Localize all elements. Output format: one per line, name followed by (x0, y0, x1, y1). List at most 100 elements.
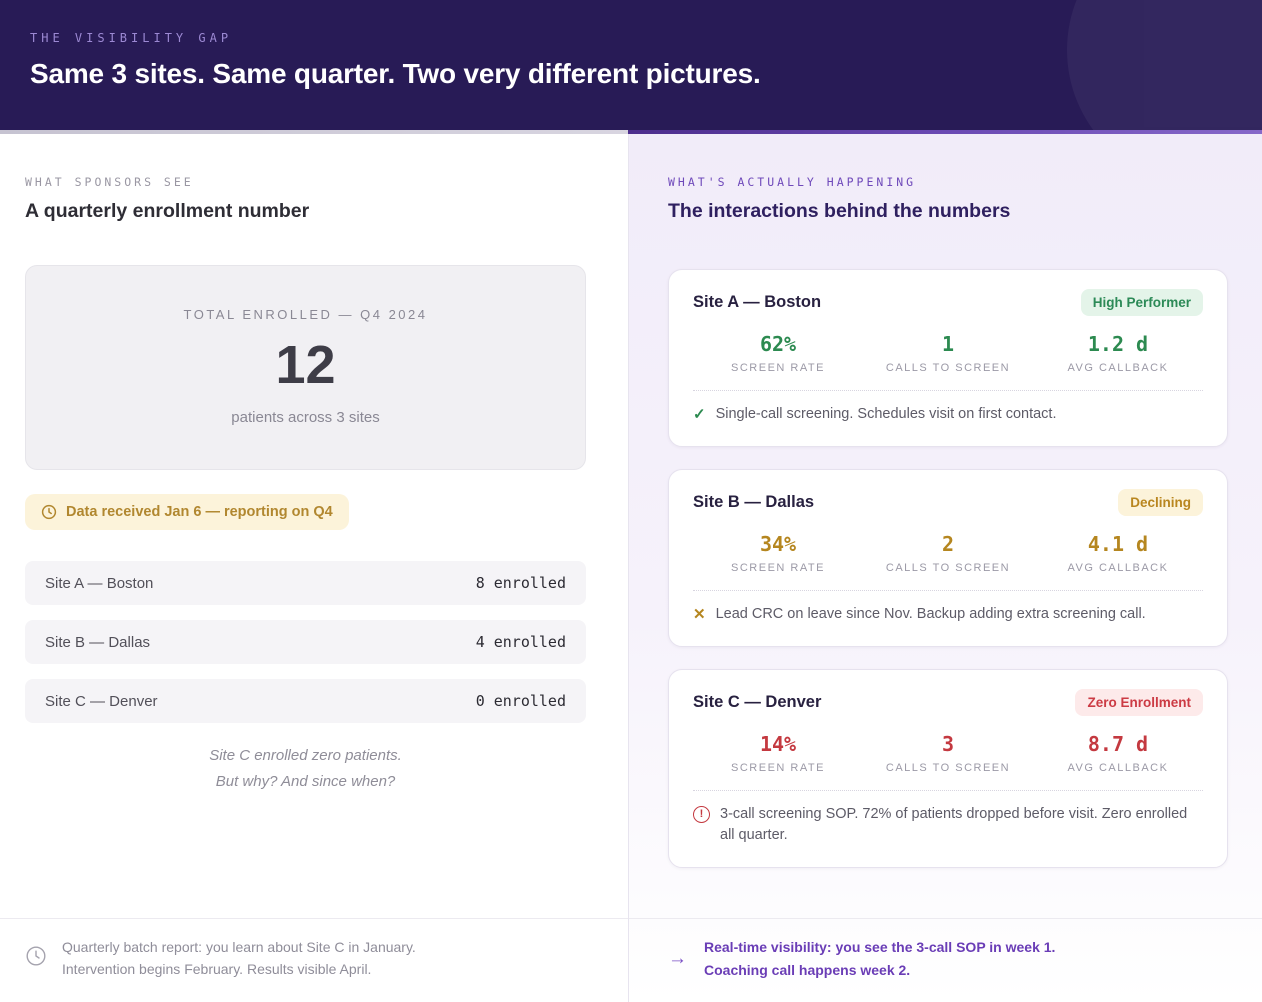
total-enrolled-sublabel: patients across 3 sites (231, 409, 380, 426)
sponsors-title: A quarterly enrollment number (25, 200, 310, 222)
site-name: Site A — Boston (45, 574, 154, 592)
stat-value: 34% (759, 531, 797, 556)
site-enrolled-count: 8 enrolled (475, 574, 566, 592)
zero-enrollment-question: Site C enrolled zero patients. But why? … (25, 743, 586, 794)
stat-calls-to-screen: 3 CALLS TO SCREEN (863, 732, 1033, 774)
card-site-name: Site C — Denver (693, 692, 822, 711)
enrollment-row-site-a: Site A — Boston 8 enrolled (25, 561, 586, 605)
stat-avg-callback: 8.7 d AVG CALLBACK (1033, 732, 1203, 774)
site-card-denver: Site C — Denver Zero Enrollment 14% SCRE… (668, 668, 1228, 868)
card-note: ! 3-call screening SOP. 72% of patients … (693, 804, 1203, 848)
stat-calls-to-screen: 2 CALLS TO SCREEN (863, 532, 1033, 574)
stat-screen-rate: 34% SCREEN RATE (693, 532, 863, 574)
clock-icon (41, 504, 57, 520)
dotted-divider (693, 589, 1203, 591)
enrollment-row-site-b: Site B — Dallas 4 enrolled (25, 620, 586, 664)
stat-label: SCREEN RATE (731, 761, 825, 774)
dotted-divider (693, 390, 1203, 391)
stat-value: 62% (759, 332, 797, 356)
card-header: Site B — Dallas Declining (693, 488, 1203, 516)
sponsors-eyebrow: WHAT SPONSORS SEE (25, 175, 194, 189)
reality-footer-text: Real-time visibility: you see the 3-call… (704, 936, 1055, 981)
site-card-boston: Site A — Boston High Performer 62% SCREE… (668, 269, 1228, 447)
status-badge: Declining (1118, 488, 1203, 516)
sponsors-footer-line-1: Quarterly batch report: you learn about … (62, 938, 416, 955)
stat-value: 2 (941, 531, 955, 556)
accent-bar-right (628, 130, 1262, 134)
reality-footer-line-1: Real-time visibility: you see the 3-call… (704, 939, 1056, 956)
accent-bar (0, 130, 1262, 134)
sponsors-panel-body: WHAT SPONSORS SEE A quarterly enrollment… (0, 134, 628, 918)
accent-bar-left (0, 130, 628, 134)
site-name: Site B — Dallas (45, 633, 151, 651)
card-stats: 34% SCREEN RATE 2 CALLS TO SCREEN 4.1 d … (693, 532, 1203, 574)
comparison-columns: WHAT SPONSORS SEE A quarterly enrollment… (0, 134, 1262, 1002)
site-name: Site C — Denver (45, 692, 158, 710)
stat-value: 8.7 d (1087, 731, 1149, 756)
sponsors-footer-line-2: Intervention begins February. Results vi… (62, 960, 372, 977)
card-header: Site A — Boston High Performer (693, 289, 1203, 316)
stat-avg-callback: 4.1 d AVG CALLBACK (1033, 532, 1203, 574)
reality-eyebrow: WHAT'S ACTUALLY HAPPENING (668, 175, 917, 189)
enrollment-list: Site A — Boston 8 enrolled Site B — Dall… (25, 561, 586, 723)
stat-calls-to-screen: 1 CALLS TO SCREEN (863, 332, 1033, 374)
stat-value: 3 (941, 731, 955, 756)
clock-icon (25, 945, 47, 972)
question-line-1: Site C enrolled zero patients. (209, 747, 402, 764)
reality-footer: → Real-time visibility: you see the 3-ca… (629, 918, 1262, 1002)
header-decoration-circle (1067, 0, 1262, 130)
stat-label: SCREEN RATE (731, 561, 825, 574)
stat-label: AVG CALLBACK (1067, 561, 1169, 574)
stat-avg-callback: 1.2 d AVG CALLBACK (1033, 332, 1203, 374)
sponsors-footer-text: Quarterly batch report: you learn about … (62, 937, 416, 980)
stat-screen-rate: 14% SCREEN RATE (693, 732, 863, 774)
site-enrolled-count: 4 enrolled (475, 633, 566, 651)
card-site-name: Site A — Boston (693, 293, 822, 311)
stat-screen-rate: 62% SCREEN RATE (693, 332, 863, 374)
stat-label: SCREEN RATE (731, 362, 825, 374)
total-enrolled-card: TOTAL ENROLLED — Q4 2024 12 patients acr… (25, 265, 586, 470)
sponsors-panel: WHAT SPONSORS SEE A quarterly enrollment… (0, 134, 628, 1002)
question-line-2: But why? And since when? (215, 772, 396, 790)
stat-label: CALLS TO SCREEN (885, 761, 1011, 774)
arrow-right-icon: → (668, 947, 687, 969)
stat-label: CALLS TO SCREEN (885, 561, 1011, 574)
reality-footer-line-2: Coaching call happens week 2. (704, 961, 911, 978)
alert-icon: ! (693, 805, 710, 823)
card-stats: 14% SCREEN RATE 3 CALLS TO SCREEN 8.7 d … (693, 732, 1203, 774)
site-card-dallas: Site B — Dallas Declining 34% SCREEN RAT… (668, 468, 1228, 647)
card-stats: 62% SCREEN RATE 1 CALLS TO SCREEN 1.2 d … (693, 332, 1203, 374)
site-enrolled-count: 0 enrolled (475, 692, 566, 710)
reality-title: The interactions behind the numbers (668, 200, 1011, 222)
stat-label: AVG CALLBACK (1067, 761, 1169, 774)
card-note: ✕ Lead CRC on leave since Nov. Backup ad… (693, 604, 1203, 626)
reality-panel-body: WHAT'S ACTUALLY HAPPENING The interactio… (629, 134, 1262, 918)
card-site-name: Site B — Dallas (693, 492, 815, 511)
header-eyebrow: THE VISIBILITY GAP (30, 31, 233, 45)
card-note-text: 3-call screening SOP. 72% of patients dr… (720, 805, 1188, 844)
total-enrolled-label: TOTAL ENROLLED — Q4 2024 (183, 307, 428, 322)
stat-value: 1.2 d (1087, 332, 1149, 356)
card-note-text: Lead CRC on leave since Nov. Backup addi… (715, 605, 1146, 622)
data-received-text: Data received Jan 6 — reporting on Q4 (66, 504, 333, 520)
stat-value: 14% (759, 731, 797, 756)
card-header: Site C — Denver Zero Enrollment (693, 688, 1203, 716)
stat-label: CALLS TO SCREEN (885, 362, 1011, 374)
enrollment-row-site-c: Site C — Denver 0 enrolled (25, 679, 586, 723)
sponsors-footer: Quarterly batch report: you learn about … (0, 918, 628, 1002)
cross-icon: ✕ (693, 605, 706, 623)
status-badge: High Performer (1080, 289, 1203, 316)
card-note-text: Single-call screening. Schedules visit o… (715, 406, 1057, 422)
data-received-badge: Data received Jan 6 — reporting on Q4 (25, 494, 349, 530)
card-note: ✓ Single-call screening. Schedules visit… (693, 404, 1203, 426)
status-badge: Zero Enrollment (1075, 688, 1203, 716)
stat-value: 4.1 d (1087, 531, 1149, 556)
page-title: Same 3 sites. Same quarter. Two very dif… (30, 58, 761, 89)
check-icon: ✓ (693, 406, 706, 423)
dotted-divider (693, 789, 1203, 791)
total-enrolled-value: 12 (275, 335, 336, 395)
stat-value: 1 (941, 332, 955, 356)
stat-label: AVG CALLBACK (1067, 362, 1169, 374)
reality-panel: WHAT'S ACTUALLY HAPPENING The interactio… (628, 134, 1262, 1002)
hero-header: THE VISIBILITY GAP Same 3 sites. Same qu… (0, 0, 1262, 130)
